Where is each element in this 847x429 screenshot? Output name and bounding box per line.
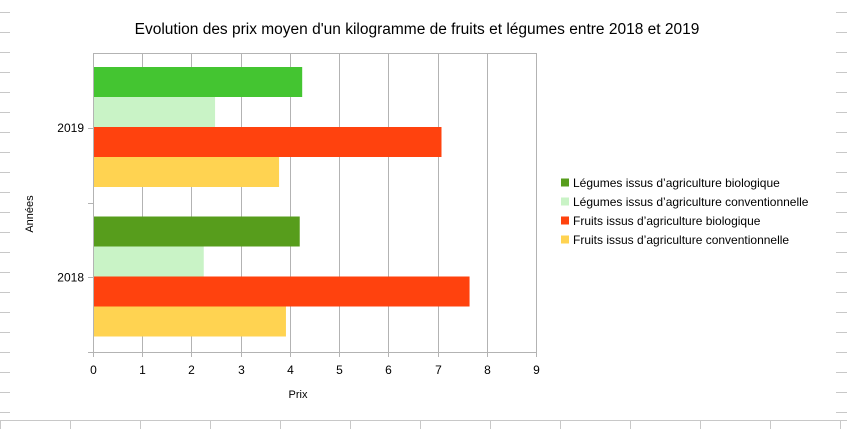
bar-2019-0 xyxy=(93,67,303,97)
x-tick-label: 8 xyxy=(484,363,491,377)
bar-2019-1 xyxy=(93,97,216,127)
legend-label: Fruits issus d’agriculture biologique xyxy=(573,214,761,228)
legend-swatch xyxy=(561,197,569,206)
x-tick-label: 5 xyxy=(336,363,343,377)
bar-chart: Evolution des prix moyen d'un kilogramme… xyxy=(24,21,809,401)
x-tick-label: 6 xyxy=(385,363,392,377)
y-tick-label: 2018 xyxy=(57,270,84,284)
y-axis-label: Années xyxy=(24,195,36,233)
legend-swatch xyxy=(561,235,569,244)
x-tick-label: 4 xyxy=(287,363,294,377)
bar-2018-2 xyxy=(93,276,470,307)
bar-2019-3 xyxy=(93,157,280,187)
x-tick-label: 0 xyxy=(90,363,97,377)
bar-2019-2 xyxy=(93,127,442,157)
x-axis-label: Prix xyxy=(289,389,308,401)
y-tick-label: 2019 xyxy=(57,121,84,135)
bars xyxy=(93,67,470,337)
spreadsheet-grid-bottom xyxy=(0,420,847,429)
legend-label: Légumes issus d’agriculture conventionne… xyxy=(573,195,809,209)
x-tick-labels: 0 1 2 3 4 5 6 7 8 9 xyxy=(90,352,540,377)
y-tick-labels: 2019 2018 xyxy=(57,121,93,284)
chart-title: Evolution des prix moyen d'un kilogramme… xyxy=(135,21,700,38)
legend-label: Fruits issus d’agriculture conventionnel… xyxy=(573,233,789,247)
legend-swatch xyxy=(561,178,569,187)
spreadsheet-grid-right xyxy=(836,12,847,413)
axes xyxy=(88,53,537,353)
x-tick-label: 2 xyxy=(188,363,195,377)
spreadsheet-grid-left xyxy=(0,12,10,413)
legend-label: Légumes issus d’agriculture biologique xyxy=(573,176,780,190)
x-tick-label: 3 xyxy=(238,363,245,377)
bar-2018-1 xyxy=(93,246,204,277)
legend-swatch xyxy=(561,216,569,225)
x-tick-label: 9 xyxy=(533,363,540,377)
x-tick-label: 7 xyxy=(435,363,442,377)
x-tick-label: 1 xyxy=(139,363,146,377)
bar-2018-3 xyxy=(93,306,286,337)
legend: Légumes issus d’agriculture biologique Lé… xyxy=(561,176,809,247)
bar-2018-0 xyxy=(93,216,300,247)
